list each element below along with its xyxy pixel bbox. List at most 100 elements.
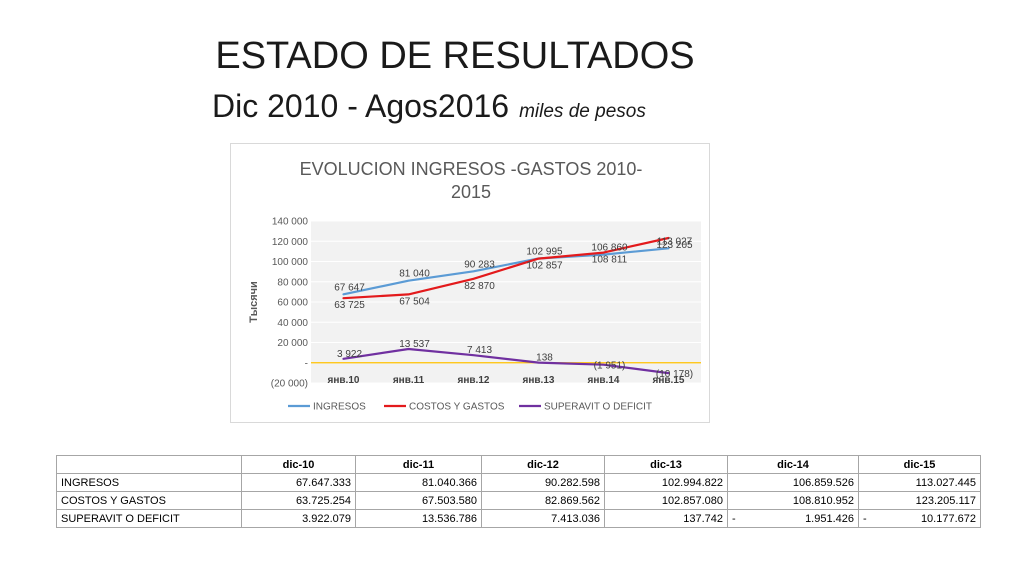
- data-label: (10 178): [656, 369, 693, 380]
- data-label: 13 537: [399, 339, 430, 350]
- table-row: COSTOS Y GASTOS 63.725.254 67.503.580 82.86…: [56, 491, 981, 510]
- data-label: 108 811: [592, 255, 628, 266]
- cell-value: 108.810.952: [792, 494, 854, 507]
- table-header-cell: dic-15: [858, 455, 981, 474]
- cell-value: 81.040.366: [421, 476, 477, 489]
- cell-value: 67.647.333: [295, 476, 351, 489]
- cell-value: 106.859.526: [792, 476, 854, 489]
- cell-value: 102.857.080: [661, 494, 723, 507]
- table-cell: 82.869.562: [481, 491, 605, 510]
- chart-frame: EVOLUCION INGRESOS -GASTOS 2010- 2015 140 …: [230, 143, 710, 423]
- table-cell: 81.040.366: [355, 473, 482, 492]
- line-chart: EVOLUCION INGRESOS -GASTOS 2010- 2015 140 …: [248, 159, 701, 413]
- cell-value: 113.027.445: [915, 476, 976, 489]
- x-tick-label: янв.11: [393, 375, 425, 386]
- table-cell: 113.027.445: [858, 473, 981, 492]
- data-label: 106 860: [591, 243, 628, 254]
- data-table: dic-10 dic-11 dic-12 dic-13 dic-14 dic-15 ING…: [56, 455, 981, 528]
- table-header-cell: dic-13: [604, 455, 728, 474]
- x-tick-label: янв.14: [588, 375, 620, 386]
- row-label: SUPERAVIT O DEFICIT: [56, 509, 242, 528]
- data-label: 113 027: [657, 236, 693, 247]
- legend-label: INGRESOS: [313, 402, 366, 413]
- table-cell: 123.205.117: [858, 491, 981, 510]
- y-tick-label: 100 000: [272, 257, 309, 268]
- y-tick-label: 140 000: [272, 217, 309, 228]
- data-label: 102 857: [526, 261, 563, 272]
- chart-title-line: EVOLUCION INGRESOS -GASTOS 2010-: [300, 159, 643, 179]
- series-line: [342, 236, 670, 300]
- cell-value: 137.742: [683, 512, 723, 525]
- cell-value: 82.869.562: [544, 494, 600, 507]
- x-tick-label: янв.13: [523, 375, 555, 386]
- cell-value: 102.994.822: [661, 476, 723, 489]
- y-tick-label: -: [305, 358, 308, 369]
- table-cell: 102.994.822: [604, 473, 728, 492]
- cell-value: 123.205.117: [915, 494, 976, 507]
- y-tick-label: 20 000: [277, 338, 308, 349]
- table-cell: 3.922.079: [241, 509, 356, 528]
- table-cell: 67.647.333: [241, 473, 356, 492]
- legend-label: SUPERAVIT O DEFICIT: [544, 402, 652, 413]
- cell-value: 7.413.036: [551, 512, 600, 525]
- row-label: INGRESOS: [56, 473, 242, 492]
- table-cell: 7.413.036: [481, 509, 605, 528]
- data-label: 81 040: [399, 269, 430, 280]
- table-header-cell: dic-11: [355, 455, 482, 474]
- negative-sign: -: [863, 512, 867, 525]
- chart-title-line: 2015: [451, 182, 491, 202]
- y-tick-label: 120 000: [272, 237, 309, 248]
- y-tick-label: 40 000: [277, 318, 308, 329]
- data-label: 90 283: [464, 259, 495, 270]
- cell-value: 63.725.254: [295, 494, 351, 507]
- table-cell: - 1.951.426: [727, 509, 859, 528]
- table-cell: - 10.177.672: [858, 509, 981, 528]
- x-tick-label: янв.15: [653, 375, 685, 386]
- x-tick-label: янв.12: [458, 375, 490, 386]
- data-label: 102 995: [526, 246, 563, 257]
- x-tick-label: янв.10: [328, 375, 360, 386]
- table-cell: 102.857.080: [604, 491, 728, 510]
- table-cell: 137.742: [604, 509, 728, 528]
- data-label: 63 725: [334, 300, 365, 311]
- cell-value: 90.282.598: [544, 476, 600, 489]
- y-tick-label: (20 000): [271, 379, 308, 390]
- y-axis-title: Тысячи: [248, 281, 260, 323]
- slide-subtitle: Dic 2010 - Agos2016 miles de pesos: [212, 86, 646, 132]
- data-label: 82 870: [464, 281, 495, 292]
- data-label: 3 922: [337, 349, 362, 360]
- table-header-cell: [56, 455, 242, 474]
- negative-sign: -: [732, 512, 736, 525]
- y-tick-label: 60 000: [277, 298, 308, 309]
- data-label: 123 205: [656, 240, 693, 251]
- table-cell: 67.503.580: [355, 491, 482, 510]
- series-line: [342, 247, 670, 296]
- data-label: 7 413: [467, 345, 492, 356]
- y-tick-label: 80 000: [277, 277, 308, 288]
- legend-label: COSTOS Y GASTOS: [409, 402, 505, 413]
- row-label: COSTOS Y GASTOS: [56, 491, 242, 510]
- table-cell: 106.859.526: [727, 473, 859, 492]
- subtitle-period: Dic 2010 - Agos2016: [212, 88, 510, 124]
- cell-value: 13.536.786: [421, 512, 477, 525]
- table-header-cell: dic-10: [241, 455, 356, 474]
- subtitle-unit-note: miles de pesos: [519, 101, 646, 122]
- cell-value: 1.951.426: [805, 512, 854, 525]
- data-label: 67 647: [334, 282, 365, 293]
- table-header-row: dic-10 dic-11 dic-12 dic-13 dic-14 dic-15: [56, 455, 981, 474]
- table-row: INGRESOS 67.647.333 81.040.366 90.282.598 10…: [56, 473, 981, 492]
- cell-value: 10.177.672: [920, 512, 976, 525]
- slide-title: ESTADO DE RESULTADOS: [215, 35, 695, 77]
- series-line: [342, 347, 670, 375]
- table-cell: 63.725.254: [241, 491, 356, 510]
- data-label: 67 504: [399, 296, 430, 307]
- data-label: (1 951): [594, 361, 626, 372]
- cell-value: 67.503.580: [421, 494, 477, 507]
- table-cell: 108.810.952: [727, 491, 859, 510]
- table-header-cell: dic-14: [727, 455, 859, 474]
- data-label: 138: [536, 353, 553, 364]
- table-header-cell: dic-12: [481, 455, 605, 474]
- cell-value: 3.922.079: [302, 512, 351, 525]
- table-cell: 90.282.598: [481, 473, 605, 492]
- table-row: SUPERAVIT O DEFICIT 3.922.079 13.536.786 7.…: [56, 509, 981, 528]
